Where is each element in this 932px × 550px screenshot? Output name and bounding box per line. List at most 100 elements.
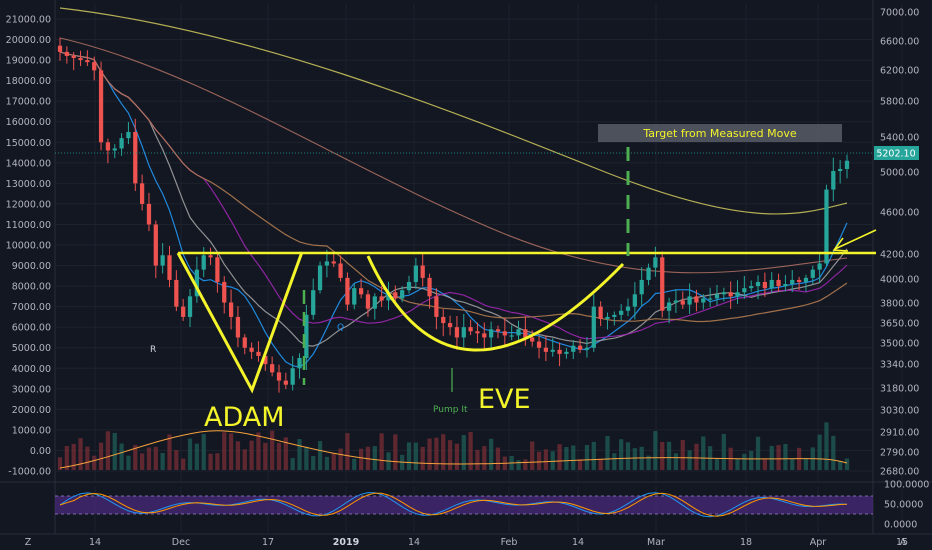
volume-bar bbox=[646, 455, 651, 470]
volume-bar bbox=[249, 440, 254, 470]
candle-body bbox=[215, 257, 220, 282]
volume-bar bbox=[803, 458, 809, 470]
candle-body bbox=[393, 292, 398, 299]
candle-body bbox=[783, 284, 788, 287]
moving-average-line bbox=[59, 51, 848, 323]
stochastic-rsi-pane: 100.0000 50.0000 0.0000 bbox=[55, 480, 929, 531]
volume-bar bbox=[71, 443, 76, 470]
volume-bar bbox=[304, 446, 309, 470]
x-tick-label: Apr bbox=[810, 537, 827, 548]
current-price-label: 5202.10 bbox=[876, 149, 915, 160]
volume-bar bbox=[714, 458, 720, 470]
volume-bar bbox=[256, 432, 261, 470]
candle-body bbox=[365, 294, 371, 309]
volume-bar bbox=[482, 446, 487, 470]
candle-body bbox=[755, 281, 761, 287]
volume-bar bbox=[92, 455, 97, 470]
left-tick-label: 13000.00 bbox=[6, 179, 51, 190]
candle-body bbox=[98, 70, 104, 143]
volume-bar bbox=[632, 448, 637, 470]
candle-body bbox=[557, 349, 562, 354]
volume-bar bbox=[516, 460, 521, 470]
moving-averages bbox=[59, 7, 848, 368]
volume-bar bbox=[420, 446, 425, 470]
candle-body bbox=[831, 171, 836, 190]
candle-body bbox=[721, 292, 726, 295]
candle-body bbox=[64, 51, 69, 56]
volume-bar bbox=[749, 451, 754, 470]
pattern-overlay: 5202.10 Target from Measured Move ADAM EVE P… bbox=[55, 124, 919, 433]
candle-body bbox=[475, 331, 480, 334]
candle-body bbox=[263, 355, 268, 365]
volume-bar bbox=[694, 443, 699, 470]
candle-body bbox=[489, 329, 494, 338]
volume-bar bbox=[523, 459, 528, 470]
volume-bar bbox=[146, 447, 152, 470]
volume-bar bbox=[666, 441, 672, 470]
candle-body bbox=[666, 302, 672, 311]
candle-body bbox=[297, 358, 302, 369]
candle-body bbox=[71, 55, 76, 59]
candle-body bbox=[680, 300, 685, 305]
grid bbox=[0, 0, 932, 535]
volume-bar bbox=[701, 436, 706, 470]
candle-body bbox=[838, 168, 843, 172]
candle-body bbox=[228, 302, 234, 317]
candle-body bbox=[270, 364, 275, 373]
volume-bar bbox=[543, 449, 549, 470]
x-tick-label: 14 bbox=[572, 537, 584, 548]
candle-body bbox=[543, 347, 549, 352]
volume-bar bbox=[352, 458, 357, 470]
candle-body bbox=[769, 279, 774, 289]
volume-ma-line bbox=[59, 430, 848, 469]
volume-bar bbox=[769, 445, 774, 470]
volume-bar bbox=[489, 438, 494, 470]
candle-body bbox=[742, 288, 747, 293]
candle-body bbox=[584, 347, 590, 350]
candle-body bbox=[283, 380, 288, 385]
osc-tick-label: 100.0000 bbox=[884, 480, 929, 491]
volume-bar bbox=[270, 430, 275, 470]
volume-bar bbox=[358, 448, 364, 470]
volume-bar bbox=[824, 422, 829, 470]
candle-body bbox=[536, 341, 542, 348]
volume-bar bbox=[133, 445, 138, 470]
volume-bar bbox=[290, 458, 295, 470]
volume-bar bbox=[338, 448, 343, 470]
volume-bar bbox=[393, 434, 398, 470]
volume-bar bbox=[557, 444, 562, 470]
volume-bar bbox=[297, 439, 302, 470]
volume-bar bbox=[755, 436, 761, 470]
x-tick-label: 14 bbox=[89, 537, 101, 548]
current-price-badge bbox=[874, 146, 919, 160]
right-tick-label: 7000.00 bbox=[880, 8, 919, 19]
candle-body bbox=[413, 265, 418, 282]
volume-bar bbox=[619, 439, 624, 470]
marker-r: R bbox=[150, 345, 156, 355]
volume-bar bbox=[379, 433, 384, 470]
adam-v-shape bbox=[176, 251, 304, 394]
candle-body bbox=[762, 281, 767, 289]
left-tick-label: 15000.00 bbox=[6, 138, 51, 149]
candle-body bbox=[276, 372, 282, 381]
right-tick-label: 5000.00 bbox=[880, 168, 919, 179]
candle-body bbox=[187, 296, 193, 317]
candle-body bbox=[454, 327, 460, 338]
target-label: Target from Measured Move bbox=[642, 127, 797, 140]
candle-body bbox=[447, 323, 453, 328]
volume-bar bbox=[263, 442, 268, 470]
x-tick-label: Mar bbox=[647, 537, 665, 548]
volume-bar bbox=[208, 453, 213, 470]
left-tick-label: 19000.00 bbox=[6, 56, 51, 67]
candle-body bbox=[153, 224, 158, 266]
candle-body bbox=[160, 255, 165, 266]
left-tick-label: 9000.00 bbox=[12, 261, 51, 272]
corner-a-label: A bbox=[900, 537, 907, 548]
volume-bar bbox=[653, 431, 658, 470]
x-tick-label: 14 bbox=[408, 537, 420, 548]
volume-bar bbox=[181, 458, 186, 470]
candle-body bbox=[550, 349, 555, 352]
candle-body bbox=[358, 288, 364, 295]
left-tick-label: 17000.00 bbox=[6, 97, 51, 108]
right-tick-label: 4000.00 bbox=[880, 275, 919, 286]
